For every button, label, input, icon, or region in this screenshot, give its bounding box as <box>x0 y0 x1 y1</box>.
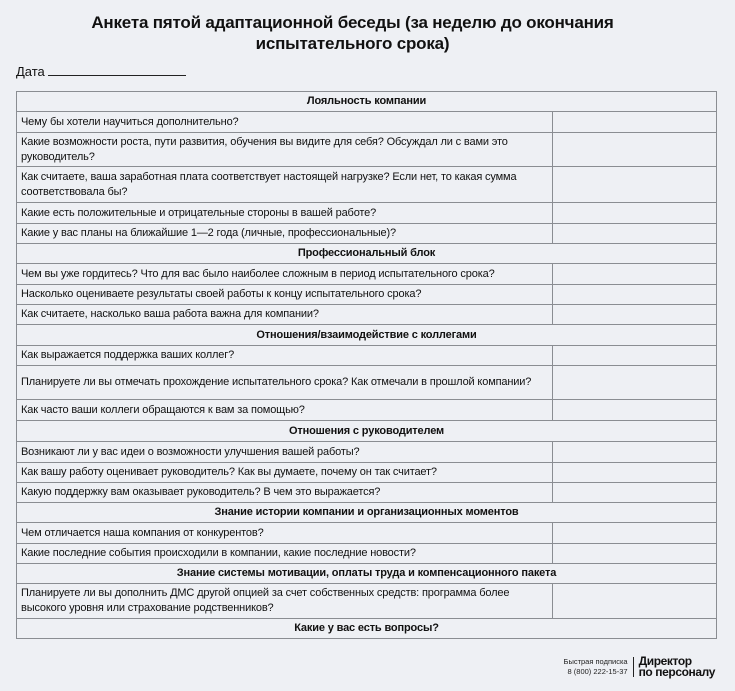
answer-cell[interactable] <box>552 543 717 564</box>
section-title: Какие у вас есть вопросы? <box>16 618 717 639</box>
date-input-line[interactable] <box>47 63 186 76</box>
question-text: Какую поддержку вам оказывает руководите… <box>16 482 553 503</box>
question-row: Как вашу работу оценивает руководитель? … <box>16 462 717 483</box>
section-header-row: Лояльность компании <box>16 91 717 112</box>
question-text: Планируете ли вы отмечать прохождение ис… <box>16 365 553 400</box>
subscribe-label: Быстрая подписка <box>563 657 628 666</box>
answer-cell[interactable] <box>552 223 717 244</box>
section-header-row: Профессиональный блок <box>16 243 717 264</box>
section-header-row: Отношения/взаимодействие с коллегами <box>16 324 717 346</box>
answer-cell[interactable] <box>552 462 717 483</box>
question-text: Какие у вас планы на ближайшие 1—2 года … <box>16 223 553 244</box>
question-text: Чем отличается наша компания от конкурен… <box>16 522 553 544</box>
logo-line-1: Директор <box>638 654 693 668</box>
answer-cell[interactable] <box>552 345 717 366</box>
subscription-info: Быстрая подписка 8 (800) 222-15-37 <box>564 657 634 677</box>
logo-line-2: по персоналу <box>638 665 716 679</box>
answer-cell[interactable] <box>552 111 717 133</box>
page-title: Анкета пятой адаптационной беседы (за не… <box>0 12 735 54</box>
answer-cell[interactable] <box>552 166 717 203</box>
question-row: Какие последние события происходили в ко… <box>16 543 717 564</box>
question-text: Как выражается поддержка ваших коллег? <box>16 345 553 366</box>
answer-cell[interactable] <box>552 263 717 285</box>
questionnaire-table: Лояльность компании Чему бы хотели научит… <box>16 91 717 639</box>
question-text: Возникают ли у вас идеи о возможности ул… <box>16 441 553 463</box>
question-text: Какие есть положительные и отрицательные… <box>16 202 553 224</box>
question-row: Какие у вас планы на ближайшие 1—2 года … <box>16 223 717 244</box>
question-row: Как выражается поддержка ваших коллег? <box>16 345 717 366</box>
question-text: Как считаете, насколько ваша работа важн… <box>16 304 553 325</box>
section-title: Лояльность компании <box>16 91 717 112</box>
question-text: Какие возможности роста, пути развития, … <box>16 132 553 167</box>
question-row: Как часто ваши коллеги обращаются к вам … <box>16 399 717 421</box>
answer-cell[interactable] <box>552 202 717 224</box>
title-line-2: испытательного срока) <box>255 34 450 53</box>
section-header-row: Отношения с руководителем <box>16 420 717 442</box>
answer-cell[interactable] <box>552 441 717 463</box>
question-row: Какую поддержку вам оказывает руководите… <box>16 482 717 503</box>
question-row: Какие возможности роста, пути развития, … <box>16 132 717 167</box>
section-title: Знание истории компании и организационны… <box>16 502 717 523</box>
question-text: Насколько оцениваете результаты своей ра… <box>16 284 553 305</box>
question-row: Как считаете, насколько ваша работа важн… <box>16 304 717 325</box>
answer-cell[interactable] <box>552 365 717 400</box>
section-title: Знание системы мотивации, оплаты труда и… <box>16 563 717 584</box>
date-field: Дата <box>16 63 186 79</box>
question-row: Какие есть положительные и отрицательные… <box>16 202 717 224</box>
question-text: Как считаете, ваша заработная плата соот… <box>16 166 553 203</box>
section-header-row: Какие у вас есть вопросы? <box>16 618 717 639</box>
question-row: Чем отличается наша компания от конкурен… <box>16 522 717 544</box>
title-line-1: Анкета пятой адаптационной беседы (за не… <box>91 13 614 32</box>
section-header-row: Знание истории компании и организационны… <box>16 502 717 523</box>
question-text: Как вашу работу оценивает руководитель? … <box>16 462 553 483</box>
answer-cell[interactable] <box>552 304 717 325</box>
question-text: Чему бы хотели научиться дополнительно? <box>16 111 553 133</box>
answer-cell[interactable] <box>552 583 717 619</box>
question-row: Планируете ли вы отмечать прохождение ис… <box>16 365 717 400</box>
section-title: Отношения с руководителем <box>16 420 717 442</box>
question-row: Чему бы хотели научиться дополнительно? <box>16 111 717 133</box>
question-text: Планируете ли вы дополнить ДМС другой оп… <box>16 583 553 619</box>
question-text: Какие последние события происходили в ко… <box>16 543 553 564</box>
section-title: Профессиональный блок <box>16 243 717 264</box>
section-header-row: Знание системы мотивации, оплаты труда и… <box>16 563 717 584</box>
question-row: Планируете ли вы дополнить ДМС другой оп… <box>16 583 717 619</box>
answer-cell[interactable] <box>552 399 717 421</box>
answer-cell[interactable] <box>552 284 717 305</box>
date-label: Дата <box>16 64 45 79</box>
question-row: Насколько оцениваете результаты своей ра… <box>16 284 717 305</box>
answer-cell[interactable] <box>552 522 717 544</box>
question-row: Как считаете, ваша заработная плата соот… <box>16 166 717 203</box>
question-text: Как часто ваши коллеги обращаются к вам … <box>16 399 553 421</box>
question-row: Возникают ли у вас идеи о возможности ул… <box>16 441 717 463</box>
section-title: Отношения/взаимодействие с коллегами <box>16 324 717 346</box>
answer-cell[interactable] <box>552 482 717 503</box>
question-row: Чем вы уже гордитесь? Что для вас было н… <box>16 263 717 285</box>
brand-logo: Директор по персоналу <box>638 654 716 679</box>
question-text: Чем вы уже гордитесь? Что для вас было н… <box>16 263 553 285</box>
footer: Быстрая подписка 8 (800) 222-15-37 Дирек… <box>564 654 716 679</box>
phone-number: 8 (800) 222-15-37 <box>567 667 628 676</box>
answer-cell[interactable] <box>552 132 717 167</box>
